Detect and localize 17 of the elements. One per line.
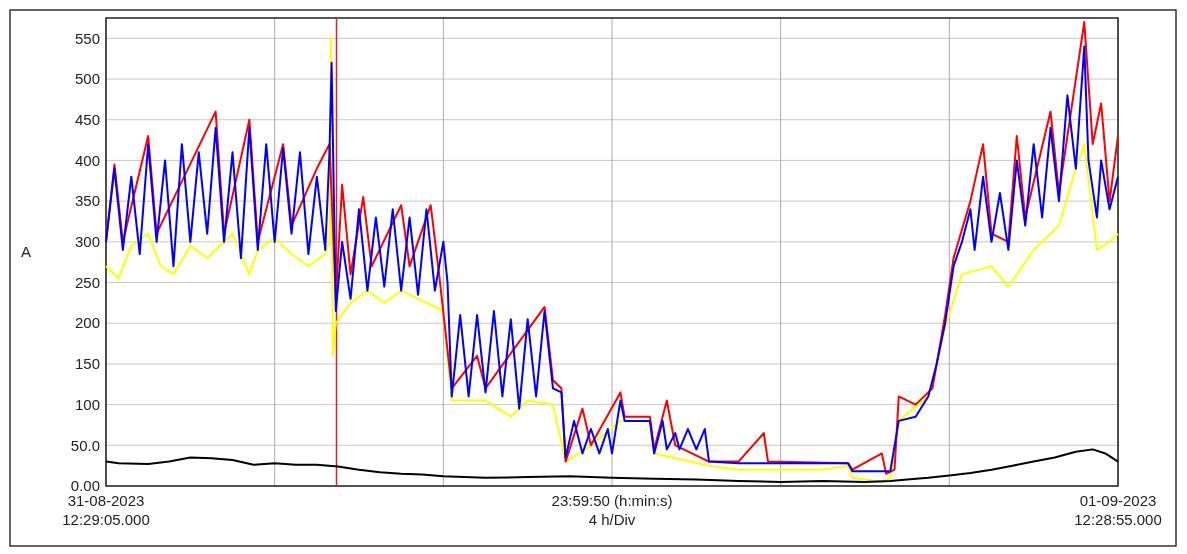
y-tick-label: 200 [74,314,100,332]
line-series [105,448,1119,483]
y-tick-label: 300 [74,233,100,251]
y-tick-label: 450 [74,110,100,128]
y-axis-title: A [20,243,32,261]
x-tick-label: 31-08-2023 12:29:05.000 [62,492,150,528]
x-tick-label: 01-09-2023 12:28:55.000 [1074,492,1162,528]
y-tick-label: 500 [74,70,100,88]
x-axis-title: 23:59:50 (h:min:s) 4 h/Div [551,492,673,528]
y-tick-label: 150 [74,355,100,373]
y-tick-label: 350 [74,192,100,210]
y-tick-label: 100 [74,395,100,413]
y-tick-label: 400 [74,151,100,169]
y-tick-label: 550 [74,29,100,47]
y-tick-label: 50.0 [70,436,100,454]
y-tick-label: 0.00 [70,477,100,495]
y-tick-label: 250 [74,273,100,291]
